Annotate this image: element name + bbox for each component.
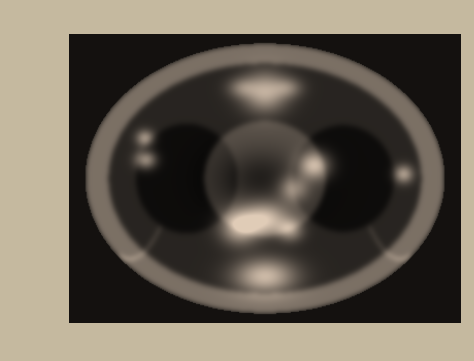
Text: a: a: [81, 77, 91, 95]
Text: e: e: [394, 147, 406, 165]
Text: Fig.   6-43 Soft tissue mediastinum image: Fig. 6-43 Soft tissue mediastinum image: [88, 299, 423, 313]
Text: d: d: [81, 205, 92, 223]
Text: b: b: [81, 97, 92, 115]
Text: f: f: [397, 169, 403, 187]
Text: c: c: [81, 186, 91, 204]
